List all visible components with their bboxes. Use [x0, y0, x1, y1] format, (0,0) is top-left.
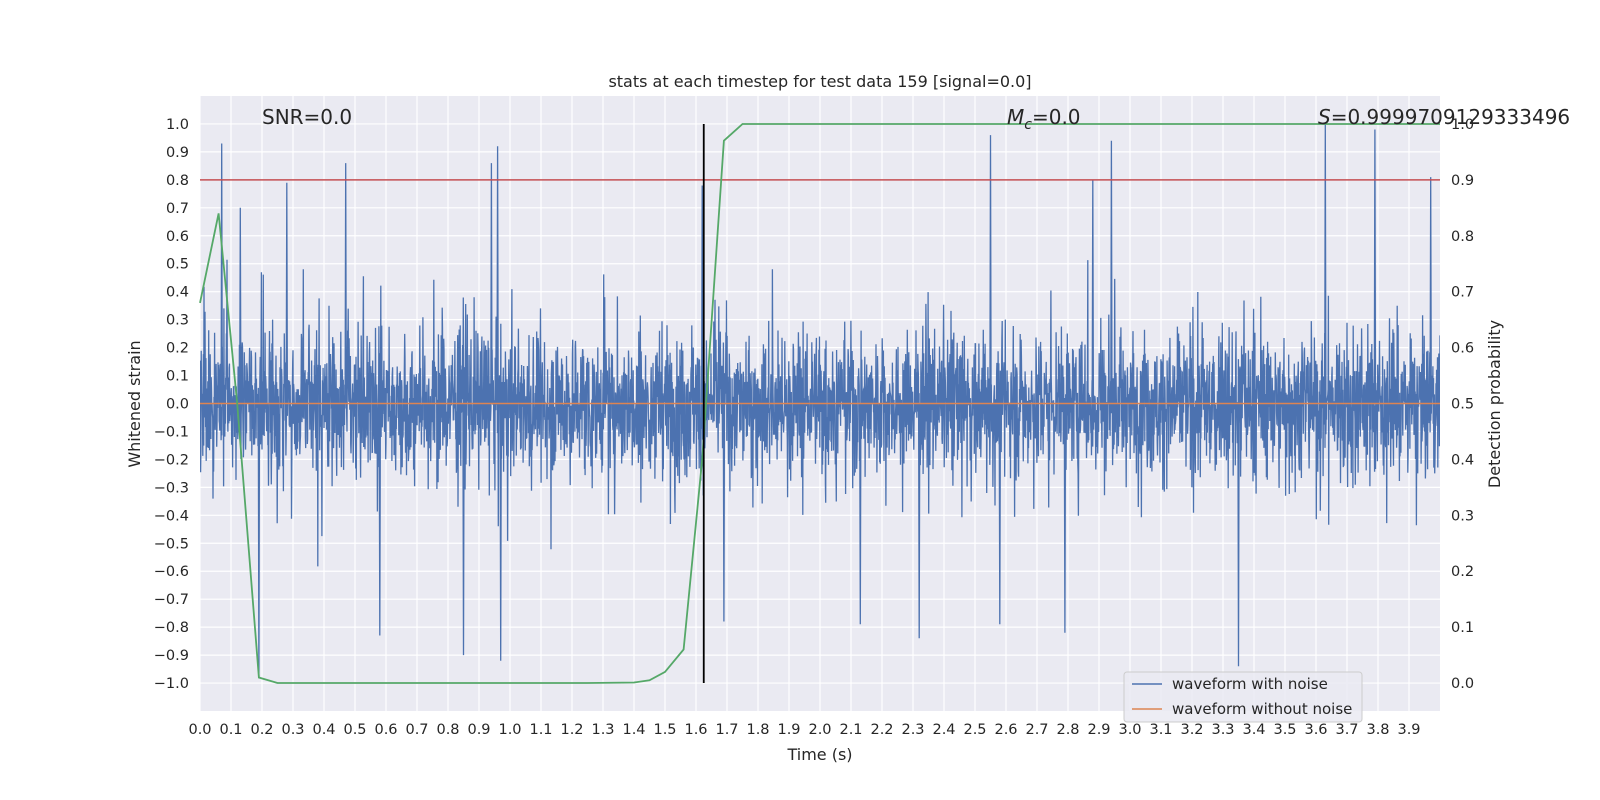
x-tick-label: 0.5 [343, 722, 366, 738]
x-tick-label: 0.1 [219, 722, 242, 738]
mc-annotation: Mc=0.0 [1007, 105, 1081, 133]
x-tick-label: 3.4 [1242, 722, 1265, 738]
legend-label-clean: waveform without noise [1172, 700, 1352, 718]
y-tick-label: 0.5 [166, 257, 189, 273]
y-tick-label: 1.0 [166, 117, 189, 133]
x-tick-label: 2.1 [839, 722, 862, 738]
x-tick-label: 1.1 [529, 722, 552, 738]
y-tick-label: −0.4 [154, 508, 189, 524]
y-tick-label: 0.7 [166, 201, 189, 217]
s-value: =0.9999709129333496 [1331, 105, 1570, 129]
chart-title: stats at each timestep for test data 159… [608, 72, 1031, 91]
x-tick-label: 3.1 [1149, 722, 1172, 738]
x-tick-label: 1.4 [622, 722, 645, 738]
y-tick-label: 0.6 [166, 229, 189, 245]
mc-symbol: M [1007, 105, 1024, 129]
y-tick-label: −0.8 [154, 620, 189, 636]
x-tick-label: 1.7 [715, 722, 738, 738]
y-tick-label: −0.5 [154, 536, 189, 552]
y2-tick-label: 0.7 [1451, 285, 1474, 301]
x-tick-label: 1.3 [591, 722, 614, 738]
x-tick-label: 2.8 [1056, 722, 1079, 738]
x-tick-label: 2.2 [870, 722, 893, 738]
y-tick-label: 0.0 [166, 397, 189, 413]
x-tick-label: 3.6 [1304, 722, 1327, 738]
y-tick-label: 0.4 [166, 285, 189, 301]
y2-tick-label: 0.8 [1451, 229, 1474, 245]
y2-tick-label: 1.0 [1451, 117, 1474, 133]
x-tick-label: 1.6 [684, 722, 707, 738]
x-tick-label: 3.3 [1211, 722, 1234, 738]
x-tick-label: 2.6 [994, 722, 1017, 738]
legend-label-noise: waveform with noise [1172, 675, 1328, 693]
y2-tick-label: 0.9 [1451, 173, 1474, 189]
y-tick-label: −0.1 [154, 424, 189, 440]
y-tick-label: −0.3 [154, 480, 189, 496]
x-tick-label: 3.5 [1273, 722, 1296, 738]
s-annotation: S=0.9999709129333496 [1318, 105, 1570, 129]
y-tick-label: 0.3 [166, 313, 189, 329]
x-tick-label: 2.4 [932, 722, 955, 738]
s-symbol: S [1318, 105, 1331, 129]
y-axis-label: Whitened strain [125, 340, 144, 467]
y-tick-label: 0.9 [166, 145, 189, 161]
x-tick-label: 0.7 [405, 722, 428, 738]
x-tick-label: 0.3 [281, 722, 304, 738]
x-tick-label: 1.9 [777, 722, 800, 738]
mc-value: =0.0 [1032, 105, 1081, 129]
y2-axis-label: Detection probability [1485, 320, 1504, 488]
y-tick-label: −0.9 [154, 648, 189, 664]
x-axis-label: Time (s) [786, 745, 852, 764]
x-tick-label: 3.2 [1180, 722, 1203, 738]
y-tick-label: −0.2 [154, 452, 189, 468]
x-tick-label: 2.9 [1087, 722, 1110, 738]
x-tick-label: 0.8 [436, 722, 459, 738]
y2-tick-label: 0.2 [1451, 564, 1474, 580]
x-tick-label: 2.5 [963, 722, 986, 738]
y2-tick-label: 0.3 [1451, 508, 1474, 524]
x-tick-label: 1.5 [653, 722, 676, 738]
x-tick-label: 2.0 [808, 722, 831, 738]
x-tick-label: 0.0 [188, 722, 211, 738]
y2-tick-label: 0.6 [1451, 341, 1474, 357]
y-tick-label: 0.2 [166, 341, 189, 357]
x-tick-label: 1.2 [560, 722, 583, 738]
x-tick-label: 3.8 [1366, 722, 1389, 738]
snr-annotation: SNR=0.0 [262, 105, 352, 129]
y2-tick-label: 0.5 [1451, 397, 1474, 413]
legend-box [1123, 671, 1363, 723]
y2-tick-label: 0.1 [1451, 620, 1474, 636]
y-tick-label: −1.0 [154, 676, 189, 692]
x-tick-label: 3.9 [1397, 722, 1420, 738]
x-tick-label: 3.7 [1335, 722, 1358, 738]
x-tick-label: 3.0 [1118, 722, 1141, 738]
x-tick-label: 2.3 [901, 722, 924, 738]
x-tick-label: 0.9 [467, 722, 490, 738]
y2-tick-label: 0.4 [1451, 452, 1474, 468]
x-tick-label: 1.8 [746, 722, 769, 738]
x-tick-label: 1.0 [498, 722, 521, 738]
mc-subscript: c [1024, 117, 1032, 133]
tick-labels: 0.0 0.1 0.2 0.3 0.4 0.5 0.6 0.7 0.8 0.9 1.0 1.1 1.2 1… [154, 117, 1474, 738]
x-tick-label: 2.7 [1025, 722, 1048, 738]
y-tick-label: −0.7 [154, 592, 189, 608]
overlay-layer [199, 123, 1440, 684]
series-line-probability [199, 123, 1440, 684]
x-tick-label: 0.4 [312, 722, 335, 738]
legend: waveform with noise waveform without noi… [1123, 671, 1363, 723]
y-tick-label: 0.1 [166, 369, 189, 385]
y-tick-label: −0.6 [154, 564, 189, 580]
x-tick-label: 0.6 [374, 722, 397, 738]
x-tick-label: 0.2 [250, 722, 273, 738]
y-tick-label: 0.8 [166, 173, 189, 189]
y2-tick-label: 0.0 [1451, 676, 1474, 692]
